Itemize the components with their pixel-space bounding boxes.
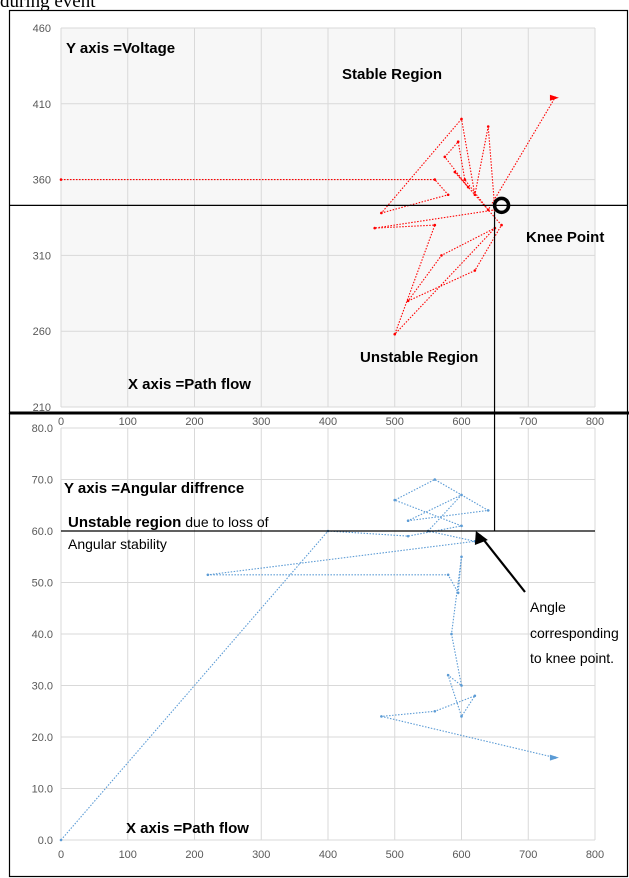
data-point [406, 299, 410, 303]
series-end-marker [549, 754, 559, 761]
data-point [456, 591, 460, 595]
voltage-chart: 0 100 200 300 400 500 600 700 800 210 260 310 360 410… [10, 23, 627, 428]
x-tick-label: 600 [452, 849, 470, 861]
x-tick-label: 300 [252, 849, 270, 861]
y-axis-note-voltage: Y axis =Voltage [66, 40, 175, 57]
x-tick-label: 100 [119, 849, 137, 861]
data-point [393, 498, 397, 502]
x-tick-label: 800 [586, 416, 604, 428]
data-point [393, 332, 397, 336]
data-point [460, 493, 463, 497]
figure-caption: during event [0, 0, 96, 12]
x-tick-label: 700 [519, 849, 537, 861]
y-tick-label: 50.0 [32, 578, 53, 590]
data-point [373, 226, 377, 230]
data-point [486, 509, 490, 512]
x-tick-label: 300 [252, 416, 270, 428]
data-point [466, 185, 470, 189]
y-tick-label: 20.0 [32, 732, 53, 744]
y-tick-label: 60.0 [32, 526, 53, 538]
data-point [380, 211, 383, 215]
data-point [463, 178, 467, 181]
x-tick-label: 200 [185, 849, 203, 861]
data-point [473, 193, 477, 197]
data-point [443, 155, 447, 159]
data-point [206, 573, 210, 577]
data-points [59, 96, 557, 336]
data-point [59, 838, 63, 842]
y-tick-label: 460 [33, 23, 51, 35]
y-tick-label: 30.0 [32, 681, 53, 693]
data-point [406, 519, 410, 522]
data-point [460, 555, 463, 559]
data-point [453, 170, 457, 174]
data-point [446, 673, 450, 677]
unstable-region-rest: due to loss of [181, 514, 268, 530]
data-point [460, 524, 463, 528]
data-point [433, 178, 437, 181]
x-axis-note-angle: X axis =Path flow [126, 820, 249, 837]
angle-note-line2: corresponding [530, 625, 619, 641]
stable-region-label: Stable Region [342, 66, 442, 83]
y-tick-label: 80.0 [32, 423, 53, 435]
x-tick-label: 200 [185, 416, 203, 428]
data-point [500, 223, 503, 227]
data-point [440, 254, 443, 257]
data-point [450, 632, 453, 636]
series-end-marker [549, 94, 559, 101]
data-point [380, 715, 383, 718]
y-tick-label: 260 [33, 326, 51, 338]
knee-point-marker [492, 196, 511, 215]
y-tick-label: 410 [33, 99, 51, 111]
data-point [486, 208, 490, 212]
data-point [460, 684, 463, 687]
data-point [460, 715, 463, 718]
x-tick-label: 600 [452, 416, 470, 428]
x-axis-note-voltage: X axis =Path flow [128, 376, 251, 393]
x-tick-label: 400 [319, 416, 337, 428]
data-point [433, 709, 437, 713]
data-point [486, 125, 490, 128]
unstable-region-label: Unstable Region [360, 349, 478, 366]
data-point [446, 573, 450, 577]
y-axis-note-angle: Y axis =Angular diffrence [64, 480, 244, 497]
data-point [473, 694, 477, 698]
angular-stability-note: Angular stability [68, 536, 167, 552]
x-tick-label: 500 [386, 416, 404, 428]
y-tick-label: 0.0 [38, 835, 53, 847]
data-point [456, 140, 460, 143]
data-point [473, 269, 477, 272]
angle-arrow-shaft [479, 534, 526, 593]
angle-note-line3: to knee point. [530, 650, 614, 666]
data-point [433, 223, 437, 227]
y-tick-label: 360 [33, 175, 51, 187]
knee-point-label: Knee Point [526, 229, 604, 246]
x-tick-label: 800 [586, 849, 604, 861]
y-tick-label: 10.0 [32, 784, 53, 796]
x-tick-label: 100 [119, 416, 137, 428]
angle-chart: 0 100 200 300 400 500 600 700 800 0.0 10.0 20.0 30.0… [32, 423, 619, 861]
unstable-region-note: Unstable region due to loss of [68, 514, 269, 531]
data-point [460, 117, 463, 121]
data-point [406, 534, 410, 538]
x-tick-label: 0 [58, 416, 64, 428]
unstable-region-bold: Unstable region [68, 514, 181, 531]
data-point [433, 478, 437, 481]
y-tick-label: 310 [33, 250, 51, 262]
data-point [59, 178, 63, 181]
x-tick-label: 700 [519, 416, 537, 428]
x-tick-label: 400 [319, 849, 337, 861]
y-tick-label: 70.0 [32, 475, 53, 487]
angle-arrow-head [474, 531, 488, 545]
x-tick-label: 0 [58, 849, 64, 861]
angle-note-line1: Angle [530, 599, 566, 615]
data-point [446, 193, 450, 197]
x-tick-label: 500 [386, 849, 404, 861]
y-tick-label: 210 [33, 402, 51, 414]
y-tick-label: 40.0 [32, 629, 53, 641]
